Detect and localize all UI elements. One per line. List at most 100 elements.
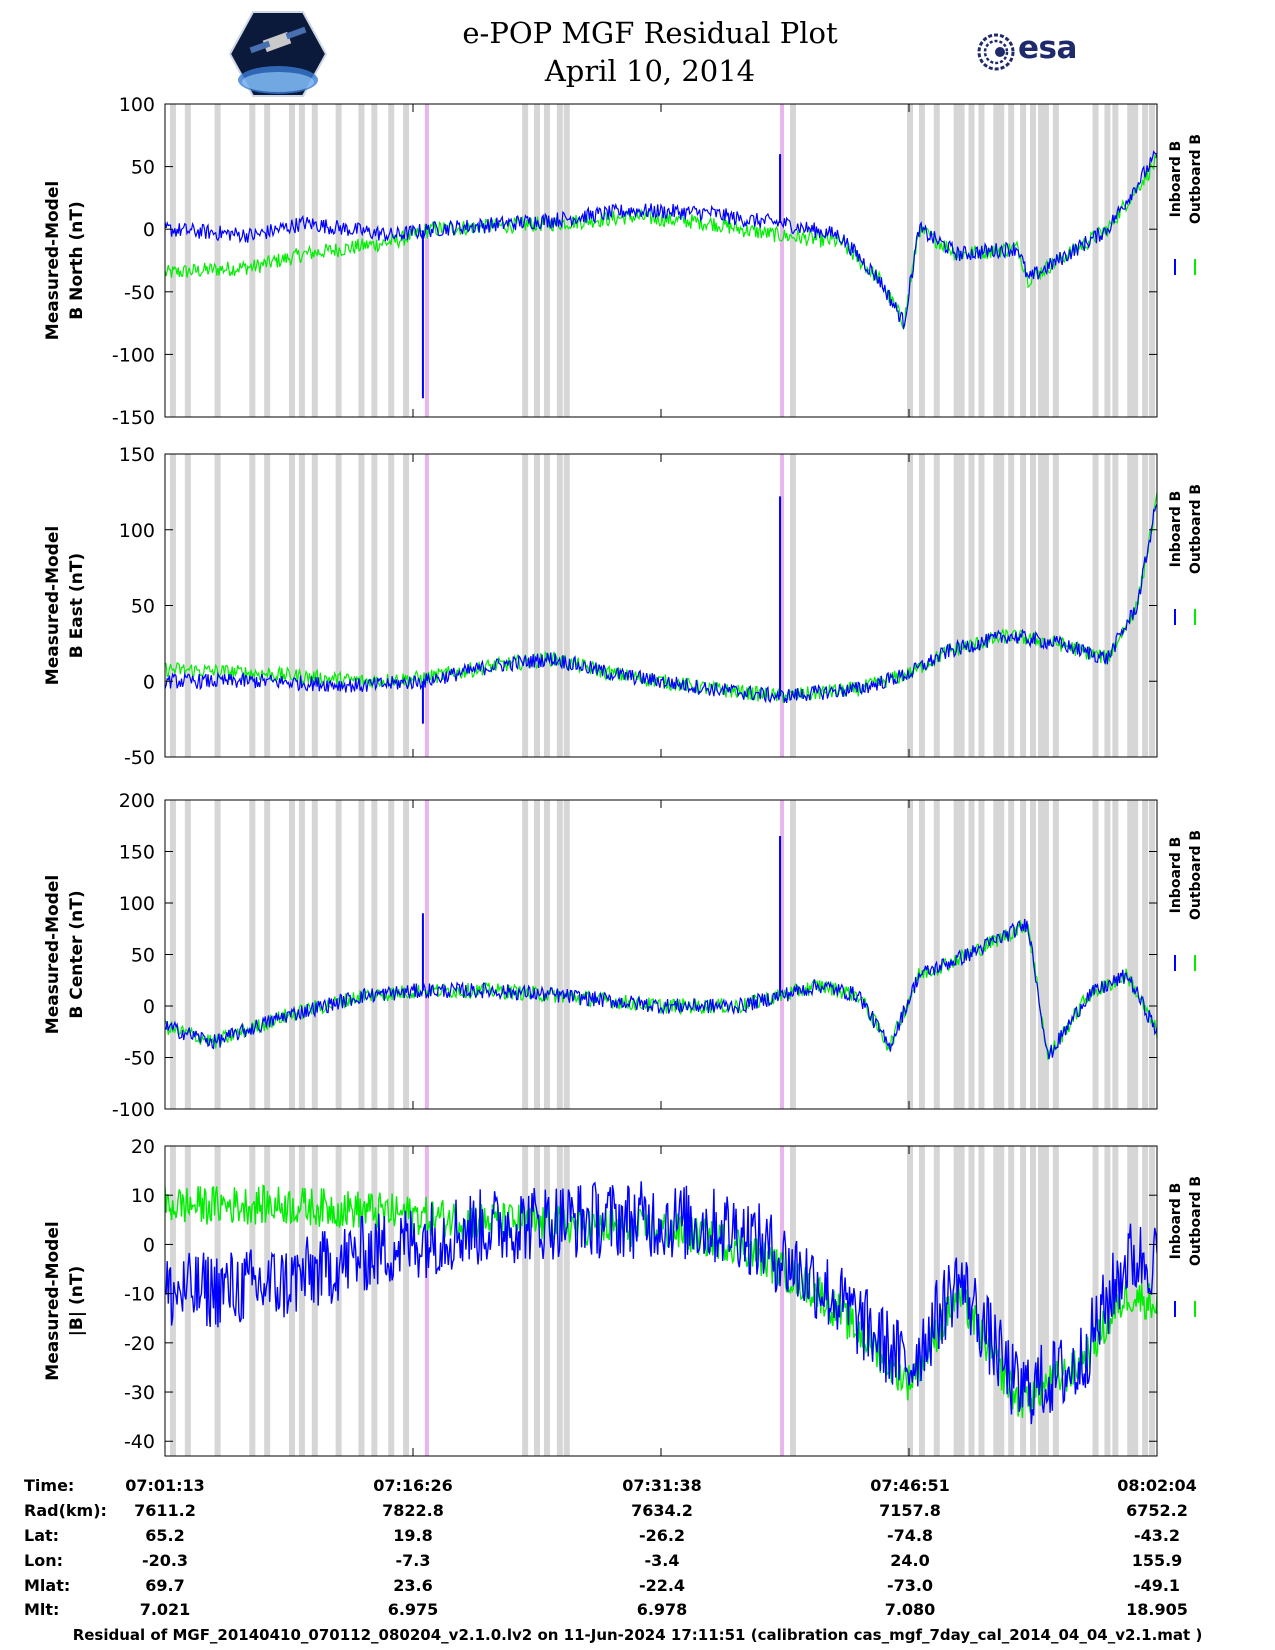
y-tick-label: 100 <box>119 520 155 542</box>
gap-band <box>998 104 1005 417</box>
gap-band <box>1127 104 1134 417</box>
ephemeris-value: -73.0 <box>886 1576 934 1595</box>
y-tick-label: -100 <box>112 344 155 366</box>
ephemeris-value: -49.1 <box>1133 1576 1181 1595</box>
gap-band <box>953 454 960 757</box>
gap-band <box>789 800 796 1109</box>
gap-band <box>1142 1146 1149 1456</box>
gap-band <box>978 454 985 757</box>
gap-band <box>958 454 965 757</box>
y-tick-label: -30 <box>124 1382 155 1404</box>
gap-band <box>388 104 395 417</box>
gap-band <box>789 1146 796 1456</box>
gap-band <box>993 104 1000 417</box>
gap-band <box>1092 1146 1099 1456</box>
ephemeris-label: Lat: <box>24 1526 60 1545</box>
gap-band <box>918 104 925 417</box>
gap-band <box>1030 1146 1037 1456</box>
ephemeris-value: 07:46:51 <box>870 1476 950 1495</box>
gap-band <box>289 454 295 757</box>
ephemeris-value: 7157.8 <box>879 1501 941 1520</box>
gap-band <box>907 1146 914 1456</box>
y-axis-label: Measured-Model <box>43 875 63 1034</box>
event-band <box>424 800 429 1109</box>
y-axis-label: |B| (nT) <box>67 1266 87 1337</box>
gap-band <box>388 800 395 1109</box>
ephemeris-row: Lat: 65.2 19.8 -26.2 -74.8 -43.2 <box>0 1526 1275 1550</box>
gap-band <box>1020 800 1027 1109</box>
gap-band <box>311 800 318 1109</box>
gap-band <box>543 800 550 1109</box>
gap-band <box>1092 800 1099 1109</box>
panel-4: 20 10 0 -10 -20 -30 -40 Measured-Model |B| (nT) I… <box>43 1136 1204 1457</box>
event-band <box>780 104 785 417</box>
gap-band <box>543 454 550 757</box>
ephemeris-value: 6752.2 <box>1126 1501 1188 1520</box>
ephemeris-value: 6.975 <box>387 1600 439 1619</box>
ephemeris-value: 69.7 <box>145 1576 185 1595</box>
gap-band <box>335 1146 342 1456</box>
gap-band <box>563 800 570 1109</box>
y-tick-label: 150 <box>119 444 155 466</box>
y-tick-label: 0 <box>143 219 155 241</box>
gap-band <box>298 104 305 417</box>
ephemeris-row: Lon: -20.3 -7.3 -3.4 24.0 155.9 <box>0 1551 1275 1575</box>
gap-band <box>335 104 342 417</box>
y-tick-label: 50 <box>131 945 155 967</box>
series-inboard <box>165 918 1157 1060</box>
footer-caption: Residual of MGF_20140410_070112_080204_v… <box>72 1626 1203 1644</box>
gap-band <box>1127 800 1134 1109</box>
ephemeris-value: 7.021 <box>139 1600 191 1619</box>
y-tick-label: 200 <box>119 790 155 812</box>
plot-date: April 10, 2014 <box>544 54 756 88</box>
legend-label-inboard: Inboard B <box>1168 837 1184 914</box>
gap-band <box>556 1146 563 1456</box>
gap-band <box>1112 104 1119 417</box>
series-outboard <box>165 920 1157 1060</box>
y-tick-label: -50 <box>124 1048 155 1070</box>
ephemeris-value: -3.4 <box>644 1551 680 1570</box>
gap-band <box>1008 104 1015 417</box>
gap-band <box>249 104 256 417</box>
gap-band <box>534 454 541 757</box>
gap-band <box>907 800 914 1109</box>
ephemeris-value: -22.4 <box>638 1576 686 1595</box>
gap-band <box>264 1146 271 1456</box>
gap-band <box>556 800 563 1109</box>
gap-band <box>1037 454 1044 757</box>
gap-band <box>953 800 960 1109</box>
y-tick-label: 10 <box>131 1185 155 1207</box>
legend-label-inboard: Inboard B <box>1168 1183 1184 1260</box>
gap-band <box>968 104 975 417</box>
gap-band <box>907 104 914 417</box>
y-axis-label: Measured-Model <box>43 526 63 685</box>
gap-band <box>1052 800 1059 1109</box>
gap-band <box>358 1146 365 1456</box>
y-tick-label: 20 <box>131 1136 155 1158</box>
gap-band <box>534 800 541 1109</box>
event-band <box>424 104 429 417</box>
ephemeris-label: Mlat: <box>24 1576 71 1595</box>
legend-label-outboard: Outboard B <box>1188 134 1204 224</box>
ephemeris-value: 18.905 <box>1126 1600 1188 1619</box>
gap-band <box>1030 454 1037 757</box>
gap-band <box>958 104 965 417</box>
gap-band <box>403 1146 410 1456</box>
gap-band <box>563 454 570 757</box>
gap-band <box>184 800 191 1109</box>
gap-band <box>1149 1146 1156 1456</box>
ephemeris-value: -7.3 <box>395 1551 431 1570</box>
event-band <box>780 800 785 1109</box>
event-band <box>424 1146 429 1456</box>
gap-band <box>563 1146 570 1456</box>
gap-band <box>311 104 318 417</box>
legend-label-inboard: Inboard B <box>1168 141 1184 218</box>
gap-band <box>264 800 271 1109</box>
ephemeris-value: 07:01:13 <box>125 1476 205 1495</box>
series-inboard <box>165 150 1157 329</box>
gap-band <box>335 454 342 757</box>
y-tick-label: 150 <box>119 842 155 864</box>
gap-band <box>1112 800 1119 1109</box>
gap-band <box>184 1146 191 1456</box>
gap-band <box>907 454 914 757</box>
